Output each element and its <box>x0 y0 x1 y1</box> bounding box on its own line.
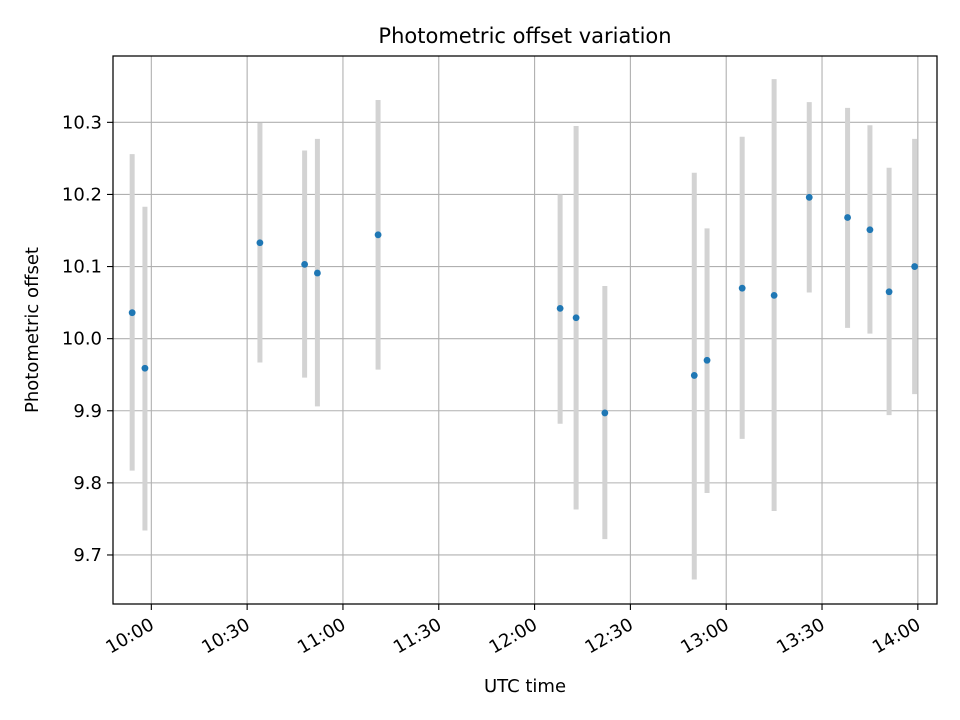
data-point <box>128 309 136 317</box>
data-point <box>301 260 309 268</box>
data-point <box>911 263 919 270</box>
y-tick-label: 9.9 <box>73 401 102 422</box>
y-tick-label: 10.2 <box>62 184 102 205</box>
plot-frame <box>112 55 938 605</box>
data-point <box>770 291 778 299</box>
x-axis-label: UTC time <box>484 676 566 697</box>
data-point <box>866 226 874 234</box>
data-point <box>703 356 711 364</box>
y-axis-ticks: 9.7 9.8 9.9 10.0 10.1 10.2 10.3 <box>62 112 113 566</box>
data-point <box>805 193 813 201</box>
plot-area-background <box>113 56 937 604</box>
y-tick-label: 10.3 <box>62 112 102 133</box>
data-point <box>374 231 382 239</box>
y-tick-label: 10.0 <box>62 329 102 350</box>
chart-title: Photometric offset variation <box>378 24 671 48</box>
y-tick-label: 9.7 <box>73 545 102 566</box>
data-point <box>601 409 609 417</box>
y-tick-label: 10.1 <box>62 257 102 278</box>
data-points <box>128 193 919 417</box>
data-point <box>738 284 746 292</box>
y-tick-label: 9.8 <box>73 473 102 494</box>
data-point <box>141 364 149 372</box>
data-point <box>885 288 893 296</box>
data-point <box>844 214 851 221</box>
data-point <box>256 239 264 247</box>
y-axis-label: Photometric offset <box>22 247 43 413</box>
data-point <box>572 314 580 322</box>
data-point <box>556 304 564 312</box>
data-point <box>314 269 321 277</box>
data-point <box>690 372 698 379</box>
gridlines <box>113 56 937 604</box>
